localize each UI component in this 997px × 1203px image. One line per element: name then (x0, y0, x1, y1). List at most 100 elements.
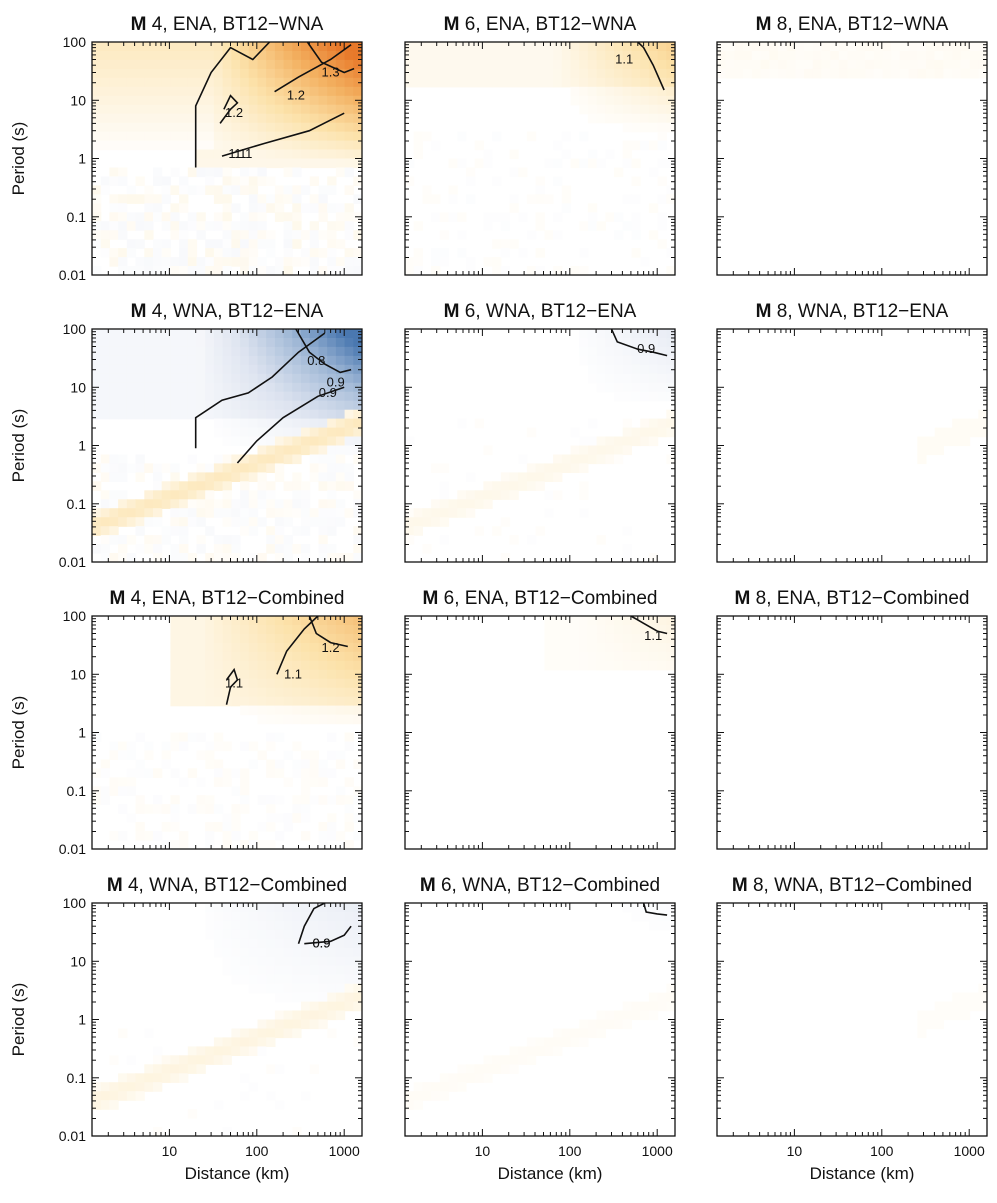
heat-cell (631, 86, 641, 97)
heat-cell (492, 77, 502, 88)
heat-cell (144, 122, 154, 133)
heat-cell (666, 642, 675, 653)
heat-cell (196, 158, 206, 169)
heat-cell (509, 167, 519, 178)
heat-cell (327, 122, 337, 133)
heat-cell (570, 616, 580, 626)
heat-cell (309, 660, 319, 671)
heat-cell (179, 391, 189, 402)
heat-cell (318, 660, 328, 671)
heat-cell (301, 669, 311, 680)
heat-cell (353, 705, 362, 716)
heat-cell (153, 1064, 163, 1074)
heat-cell (222, 364, 232, 375)
heat-cell (257, 59, 267, 70)
heat-cell (144, 382, 154, 393)
heat-cell (640, 364, 650, 375)
heat-cell (231, 346, 241, 357)
heat-cell (240, 920, 250, 931)
heat-cell (92, 266, 102, 275)
heat-cell (587, 42, 598, 52)
heat-cell (248, 212, 259, 222)
heat-cell (561, 1037, 572, 1047)
heat-cell (431, 59, 441, 70)
heat-cell (327, 481, 337, 491)
heat-cell (882, 68, 892, 79)
heat-cell (266, 903, 276, 913)
heat-cell (92, 544, 102, 554)
heat-cell (648, 418, 659, 429)
heat-cell (335, 553, 346, 562)
heat-cell (640, 651, 650, 662)
heat-cell (266, 481, 276, 491)
heat-cell (579, 355, 589, 366)
heat-cell (205, 651, 215, 662)
heat-cell (187, 68, 198, 79)
heat-cell (587, 68, 598, 79)
heat-cell (413, 140, 423, 151)
heat-cell (187, 481, 198, 491)
heat-cell (492, 176, 502, 186)
heat-cell (518, 1046, 528, 1056)
heat-cell (222, 409, 232, 420)
heat-cell (187, 400, 198, 411)
heat-cell (301, 203, 311, 213)
heat-cell (335, 149, 346, 160)
heat-cell (196, 651, 206, 662)
heat-cell (631, 221, 641, 231)
heat-cell (274, 831, 285, 841)
heat-cell (179, 553, 189, 562)
heat-cell (274, 1028, 285, 1039)
heat-cell (640, 355, 650, 366)
heat-cell (222, 122, 232, 133)
heat-cell (292, 427, 302, 438)
heat-cell (856, 51, 866, 61)
x-axis-title: Distance (km) (185, 1164, 290, 1183)
heat-cell (266, 840, 276, 849)
heat-cell (179, 42, 189, 52)
heat-cell (292, 131, 302, 142)
heat-cell (213, 59, 224, 70)
heat-cell (100, 221, 110, 231)
heat-cell (170, 490, 180, 500)
heat-cell (179, 104, 189, 115)
x-axis-title: Distance (km) (810, 1164, 915, 1183)
heat-cell (170, 212, 180, 222)
heat-cell (266, 938, 276, 949)
heat-cell (266, 203, 276, 213)
heat-cell (248, 355, 259, 366)
heat-cell (240, 239, 250, 249)
heat-cell (240, 777, 250, 787)
heat-cell (335, 445, 346, 456)
heat-cell (908, 42, 918, 52)
heat-cell (344, 912, 354, 922)
heat-cell (344, 1001, 354, 1012)
heat-cell (179, 508, 189, 518)
heat-cell (126, 185, 137, 195)
heat-cell (179, 1055, 189, 1065)
heat-cell (118, 391, 128, 402)
heat-cell (231, 373, 241, 384)
heat-cell (257, 553, 267, 562)
heat-cell (153, 194, 163, 204)
heat-cell (222, 912, 232, 922)
heat-cell (266, 912, 276, 922)
heat-cell (301, 508, 311, 518)
heat-cell (170, 364, 180, 375)
heat-cell (231, 59, 241, 70)
heat-cell (614, 51, 624, 61)
heat-cell (109, 454, 119, 465)
heat-cell (344, 329, 354, 339)
heat-cell (266, 616, 276, 626)
heat-cell (631, 158, 641, 169)
heat-cell (344, 248, 354, 258)
heat-cell (283, 68, 293, 79)
heat-cell (213, 454, 224, 465)
heat-cell (266, 1091, 276, 1101)
heat-cell (231, 1028, 241, 1039)
heat-cell (292, 912, 302, 922)
heat-cell (231, 140, 241, 151)
heat-cell (213, 481, 224, 491)
heat-cell (187, 248, 198, 258)
